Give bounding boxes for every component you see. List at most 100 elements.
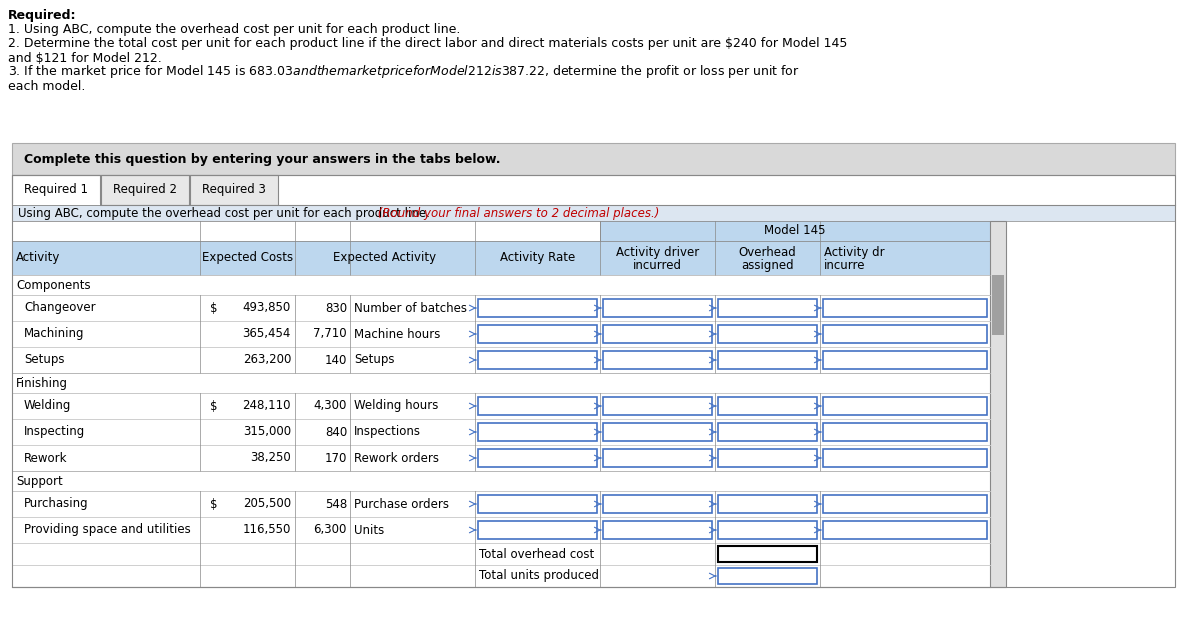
Bar	[604, 325, 712, 343]
Bar	[478, 299, 598, 317]
Bar	[823, 495, 986, 513]
Bar	[823, 299, 986, 317]
Text: $: $	[210, 302, 217, 315]
Text: 3. If the market price for Model 145 is $683.03 and the market price for Model 2: 3. If the market price for Model 145 is …	[8, 64, 799, 80]
Bar	[12, 347, 990, 373]
Bar	[101, 175, 190, 205]
Bar	[604, 495, 712, 513]
Text: Components: Components	[16, 278, 91, 292]
Bar	[478, 495, 598, 513]
Bar	[12, 275, 990, 295]
Text: 248,110: 248,110	[242, 399, 292, 412]
Bar	[12, 143, 1175, 175]
Bar	[12, 221, 600, 241]
Text: Activity dr: Activity dr	[824, 245, 884, 259]
Text: Expected Activity: Expected Activity	[334, 252, 437, 265]
Text: 2. Determine the total cost per unit for each product line if the direct labor a: 2. Determine the total cost per unit for…	[8, 37, 847, 50]
Text: 140: 140	[325, 353, 347, 366]
Bar	[600, 221, 990, 241]
Bar	[823, 521, 986, 539]
Bar	[12, 543, 990, 565]
Bar	[12, 204, 100, 205]
Text: Rework orders: Rework orders	[354, 452, 439, 465]
Text: 493,850: 493,850	[242, 302, 292, 315]
Bar	[12, 565, 990, 587]
Bar	[604, 351, 712, 369]
Bar	[823, 325, 986, 343]
Bar	[12, 221, 990, 587]
Text: 830: 830	[325, 302, 347, 315]
Text: Required 2: Required 2	[113, 184, 178, 196]
Bar	[718, 546, 817, 562]
Bar	[604, 299, 712, 317]
Bar	[12, 205, 1175, 221]
Text: Inspections: Inspections	[354, 426, 421, 439]
Bar	[12, 321, 990, 347]
Bar	[478, 449, 598, 467]
Text: incurred: incurred	[634, 259, 682, 272]
Text: 263,200: 263,200	[242, 353, 292, 366]
Bar	[823, 351, 986, 369]
Bar	[12, 393, 990, 419]
Bar	[12, 419, 990, 445]
Text: 205,500: 205,500	[242, 498, 292, 510]
Bar	[478, 351, 598, 369]
Bar	[12, 295, 990, 321]
Bar	[718, 449, 817, 467]
Text: Welding hours: Welding hours	[354, 399, 438, 412]
Bar	[992, 275, 1004, 335]
Bar	[718, 351, 817, 369]
Bar	[0, 0, 1200, 143]
Text: Required:: Required:	[8, 9, 77, 22]
Bar	[12, 471, 990, 491]
Text: 6,300: 6,300	[313, 523, 347, 536]
Text: 7,710: 7,710	[313, 328, 347, 341]
Text: each model.: each model.	[8, 80, 85, 92]
Text: Changeover: Changeover	[24, 302, 96, 315]
Bar	[604, 397, 712, 415]
Text: Machine hours: Machine hours	[354, 328, 440, 341]
Text: Using ABC, compute the overhead cost per unit for each product line.: Using ABC, compute the overhead cost per…	[18, 206, 430, 219]
Text: 548: 548	[325, 498, 347, 510]
Bar	[478, 521, 598, 539]
Bar	[190, 175, 278, 205]
Bar	[478, 397, 598, 415]
Text: Purchasing: Purchasing	[24, 498, 89, 510]
Text: Providing space and utilities: Providing space and utilities	[24, 523, 191, 536]
Bar	[12, 445, 990, 471]
Text: Activity: Activity	[16, 252, 60, 265]
Text: 4,300: 4,300	[313, 399, 347, 412]
Bar	[823, 449, 986, 467]
Text: Overhead: Overhead	[739, 245, 797, 259]
Text: Units: Units	[354, 523, 384, 536]
Text: Total units produced: Total units produced	[479, 569, 599, 583]
Text: Purchase orders: Purchase orders	[354, 498, 449, 510]
Bar	[478, 325, 598, 343]
Text: incurre: incurre	[824, 259, 865, 272]
Text: Support: Support	[16, 475, 62, 488]
Bar	[718, 299, 817, 317]
Bar	[12, 491, 990, 517]
Text: 840: 840	[325, 426, 347, 439]
Bar	[718, 568, 817, 584]
Bar	[12, 373, 990, 393]
Text: Rework: Rework	[24, 452, 67, 465]
Text: Setups: Setups	[24, 353, 65, 366]
Bar	[823, 423, 986, 441]
Bar	[718, 325, 817, 343]
Text: Activity driver: Activity driver	[616, 245, 700, 259]
Bar	[12, 175, 100, 205]
Bar	[718, 423, 817, 441]
Text: Expected Costs: Expected Costs	[202, 252, 293, 265]
Bar	[12, 241, 990, 275]
Text: Welding: Welding	[24, 399, 71, 412]
Text: and $121 for Model 212.: and $121 for Model 212.	[8, 52, 162, 65]
Text: $: $	[210, 498, 217, 510]
Text: Setups: Setups	[354, 353, 395, 366]
Text: Total overhead cost: Total overhead cost	[479, 548, 594, 561]
Text: 315,000: 315,000	[242, 426, 292, 439]
Bar	[990, 221, 1006, 587]
Text: 365,454: 365,454	[242, 328, 292, 341]
Text: 1. Using ABC, compute the overhead cost per unit for each product line.: 1. Using ABC, compute the overhead cost …	[8, 24, 461, 37]
Text: Finishing: Finishing	[16, 376, 68, 389]
